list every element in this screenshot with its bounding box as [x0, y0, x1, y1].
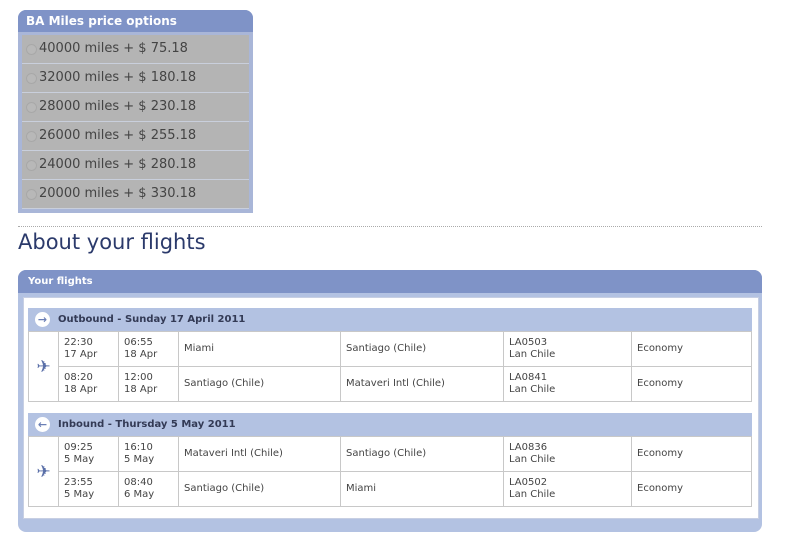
- destination: Mataveri Intl (Chile): [340, 366, 504, 402]
- price-option[interactable]: 24000 miles + $ 280.18: [22, 151, 249, 180]
- flights-table: ✈ 22:30 17 Apr 06:55 18 Apr Miami Santiago …: [28, 331, 752, 402]
- arrival-time: 06:55: [124, 337, 153, 348]
- section-header: → Outbound - Sunday 17 April 2011: [28, 308, 752, 331]
- flight-row: 23:55 5 May 08:40 6 May Santiago (Chile) M…: [29, 471, 752, 507]
- airline: Lan Chile: [509, 489, 556, 500]
- flight-row: ✈ 22:30 17 Apr 06:55 18 Apr Miami Santiago …: [28, 331, 752, 402]
- flights-content: → Outbound - Sunday 17 April 2011 ✈ 22:30 1…: [23, 297, 759, 519]
- departure-date: 5 May: [64, 454, 95, 465]
- arrival-date: 6 May: [124, 489, 155, 500]
- price-option-label: 32000 miles + $ 180.18: [39, 70, 197, 85]
- flight-number: LA0503: [509, 337, 548, 348]
- price-options-title: BA Miles price options: [18, 10, 253, 32]
- section-header: ← Inbound - Thursday 5 May 2011: [28, 413, 752, 436]
- flights-table: ✈ 09:25 5 May 16:10 5 May Mataveri Intl (Ch…: [28, 436, 752, 507]
- flight-section: ← Inbound - Thursday 5 May 2011 ✈ 09:25 5 M…: [28, 413, 752, 507]
- flight-row: 08:20 18 Apr 12:00 18 Apr Santiago (Chile)…: [29, 366, 752, 402]
- origin: Miami: [178, 331, 341, 367]
- destination: Santiago (Chile): [340, 436, 504, 472]
- arrival-time: 08:40: [124, 477, 153, 488]
- cabin-class: Economy: [631, 436, 752, 472]
- price-option[interactable]: 26000 miles + $ 255.18: [22, 122, 249, 151]
- price-option-label: 40000 miles + $ 75.18: [39, 41, 188, 56]
- flight-number: LA0502: [509, 477, 548, 488]
- radio-button[interactable]: [26, 102, 37, 113]
- destination: Santiago (Chile): [340, 331, 504, 367]
- price-option-label: 20000 miles + $ 330.18: [39, 186, 197, 201]
- origin: Santiago (Chile): [178, 366, 341, 402]
- flights-title: Your flights: [18, 270, 762, 293]
- flight-number: LA0841: [509, 372, 548, 383]
- destination: Miami: [340, 471, 504, 507]
- arrow-right-icon: →: [35, 312, 50, 327]
- price-option-label: 28000 miles + $ 230.18: [39, 99, 197, 114]
- flight-section: → Outbound - Sunday 17 April 2011 ✈ 22:30 1…: [28, 308, 752, 402]
- plane-icon: ✈: [28, 331, 59, 402]
- price-option[interactable]: 40000 miles + $ 75.18: [22, 35, 249, 64]
- origin: Santiago (Chile): [178, 471, 341, 507]
- flight-number: LA0836: [509, 442, 548, 453]
- airline: Lan Chile: [509, 349, 556, 360]
- flight-row: ✈ 09:25 5 May 16:10 5 May Mataveri Intl (Ch…: [28, 436, 752, 507]
- origin: Mataveri Intl (Chile): [178, 436, 341, 472]
- departure-time: 08:20: [64, 372, 93, 383]
- section-title: Outbound - Sunday 17 April 2011: [58, 314, 246, 325]
- radio-button[interactable]: [26, 73, 37, 84]
- price-option-label: 24000 miles + $ 280.18: [39, 157, 197, 172]
- radio-button[interactable]: [26, 44, 37, 55]
- radio-button[interactable]: [26, 160, 37, 171]
- cabin-class: Economy: [631, 366, 752, 402]
- arrival-date: 18 Apr: [124, 384, 158, 395]
- airline: Lan Chile: [509, 454, 556, 465]
- flights-panel: Your flights → Outbound - Sunday 17 April…: [18, 270, 762, 532]
- airline: Lan Chile: [509, 384, 556, 395]
- divider: [18, 226, 762, 227]
- arrival-time: 16:10: [124, 442, 153, 453]
- price-option[interactable]: 20000 miles + $ 330.18: [22, 180, 249, 209]
- price-options-panel: BA Miles price options 40000 miles + $ 7…: [18, 10, 253, 213]
- arrival-time: 12:00: [124, 372, 153, 383]
- arrow-left-icon: ←: [35, 417, 50, 432]
- arrival-date: 5 May: [124, 454, 155, 465]
- departure-time: 22:30: [64, 337, 93, 348]
- page-title: About your flights: [18, 230, 206, 254]
- departure-time: 23:55: [64, 477, 93, 488]
- departure-date: 17 Apr: [64, 349, 98, 360]
- departure-time: 09:25: [64, 442, 93, 453]
- arrival-date: 18 Apr: [124, 349, 158, 360]
- radio-button[interactable]: [26, 189, 37, 200]
- cabin-class: Economy: [631, 331, 752, 367]
- section-title: Inbound - Thursday 5 May 2011: [58, 419, 236, 430]
- price-option[interactable]: 32000 miles + $ 180.18: [22, 64, 249, 93]
- price-option-label: 26000 miles + $ 255.18: [39, 128, 197, 143]
- departure-date: 18 Apr: [64, 384, 98, 395]
- plane-icon: ✈: [28, 436, 59, 507]
- departure-date: 5 May: [64, 489, 95, 500]
- cabin-class: Economy: [631, 471, 752, 507]
- price-option[interactable]: 28000 miles + $ 230.18: [22, 93, 249, 122]
- radio-button[interactable]: [26, 131, 37, 142]
